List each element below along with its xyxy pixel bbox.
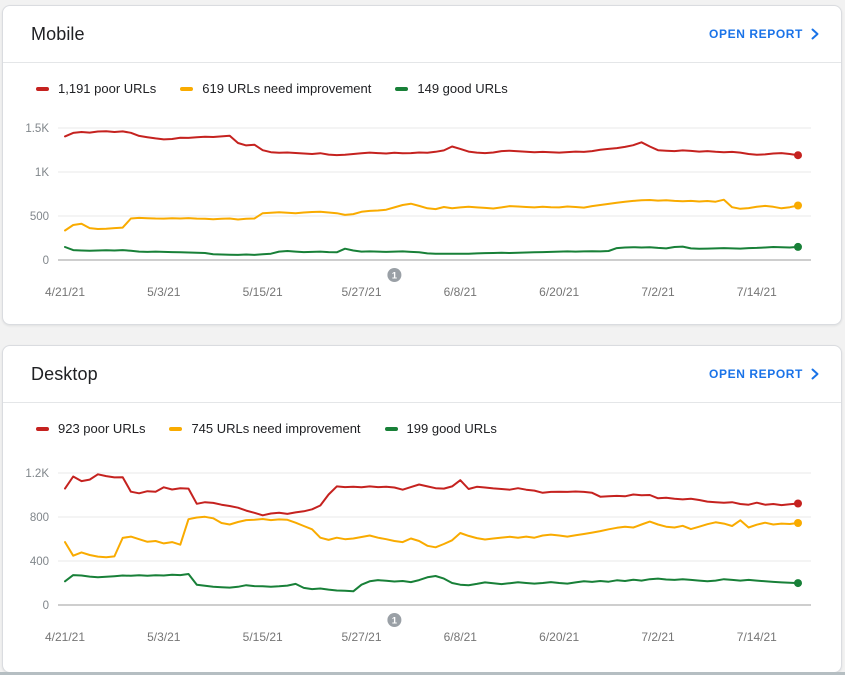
x-tick-label: 5/3/21	[147, 285, 181, 299]
legend-item-poor[interactable]: 923 poor URLs	[36, 421, 145, 436]
legend-item-needs_improvement[interactable]: 619 URLs need improvement	[180, 81, 371, 96]
x-tick-label: 5/3/21	[147, 630, 181, 644]
card-title-desktop: Desktop	[31, 363, 98, 384]
open-report-label: OPEN REPORT	[709, 367, 803, 381]
legend-label: 199 good URLs	[406, 421, 497, 436]
x-tick-label: 5/15/21	[243, 285, 283, 299]
x-tick-label: 4/21/21	[45, 285, 85, 299]
legend-item-good[interactable]: 149 good URLs	[395, 81, 508, 96]
needs_improvement-dash-icon	[180, 86, 194, 91]
mobile-chart[interactable]: 1.5K 1K 500 0 4/21/21 5/3/21 5/15/21 5/27/21 6/8…	[3, 106, 842, 316]
needs_improvement-line	[64, 198, 799, 232]
poor-line	[64, 473, 799, 517]
poor-endpoint-dot	[794, 151, 802, 160]
legend-label: 923 poor URLs	[58, 421, 146, 436]
good-dash-icon	[395, 86, 409, 91]
legend-item-needs_improvement[interactable]: 745 URLs need improvement	[169, 421, 361, 436]
poor-line	[64, 130, 799, 157]
x-tick-label: 7/14/21	[737, 630, 777, 644]
legend-mobile: 1,191 poor URLs 619 URLs need improvement…	[3, 81, 841, 96]
open-report-label: OPEN REPORT	[709, 27, 803, 41]
y-tick-label: 0	[43, 255, 49, 267]
x-tick-label: 4/21/21	[45, 630, 85, 644]
svg-text:1: 1	[392, 616, 398, 627]
poor-dash-icon	[36, 86, 49, 91]
chart-canvas[interactable]: 1.5K 1K 500 0 4/21/21 5/3/21 5/15/21 5/27/21 6/8…	[3, 106, 842, 316]
desktop-card: Desktop OPEN REPORT 923 poor URLs 745 URL…	[2, 345, 842, 673]
x-tick-label: 5/27/21	[341, 285, 381, 299]
x-tick-label: 6/20/21	[539, 285, 579, 299]
good-line	[64, 245, 799, 256]
legend-label: 745 URLs need improvement	[191, 421, 361, 436]
legend-label: 149 good URLs	[417, 81, 508, 96]
desktop-card-header: Desktop OPEN REPORT	[3, 346, 841, 403]
legend-item-poor[interactable]: 1,191 poor URLs	[36, 81, 156, 96]
x-tick-label: 6/8/21	[444, 630, 478, 644]
legend-label: 1,191 poor URLs	[58, 81, 157, 96]
needs_improvement-dash-icon	[169, 426, 183, 431]
poor-endpoint-dot	[794, 499, 802, 508]
screenshot-bottom-edge	[0, 672, 845, 675]
x-tick-label: 7/14/21	[737, 285, 777, 299]
good-dash-icon	[384, 426, 398, 431]
y-tick-label: 800	[30, 512, 49, 524]
annotation-marker[interactable]: 1	[387, 613, 402, 627]
needs_improvement-endpoint-dot	[794, 201, 802, 210]
y-tick-label: 0	[43, 600, 49, 612]
x-tick-label: 6/20/21	[539, 630, 579, 644]
needs_improvement-line	[64, 515, 799, 559]
chevron-right-icon	[811, 28, 819, 40]
legend-item-good[interactable]: 199 good URLs	[384, 421, 497, 436]
x-tick-label: 5/15/21	[243, 630, 283, 644]
x-tick-label: 6/8/21	[444, 285, 478, 299]
mobile-card: Mobile OPEN REPORT 1,191 poor URLs 619 UR…	[2, 5, 842, 325]
legend-desktop: 923 poor URLs 745 URLs need improvement 19…	[3, 421, 841, 436]
svg-text:1: 1	[392, 271, 398, 282]
needs_improvement-endpoint-dot	[794, 519, 802, 527]
x-tick-label: 5/27/21	[341, 630, 381, 644]
chevron-right-icon	[811, 368, 819, 380]
y-tick-label: 1K	[35, 167, 49, 179]
desktop-chart[interactable]: 1.2K 800 400 0 4/21/21 5/3/21 5/15/21 5/27/21 6/…	[3, 451, 842, 661]
x-tick-label: 7/2/21	[641, 630, 675, 644]
mobile-card-header: Mobile OPEN REPORT	[3, 6, 841, 63]
good-endpoint-dot	[794, 579, 802, 588]
y-tick-label: 400	[30, 556, 49, 568]
y-tick-label: 500	[30, 211, 49, 223]
legend-label: 619 URLs need improvement	[202, 81, 372, 96]
good-endpoint-dot	[794, 242, 802, 251]
y-tick-label: 1.2K	[25, 468, 49, 480]
poor-dash-icon	[36, 426, 49, 431]
annotation-marker[interactable]: 1	[387, 268, 402, 282]
x-tick-label: 7/2/21	[641, 285, 675, 299]
open-report-link-mobile[interactable]: OPEN REPORT	[709, 27, 819, 41]
open-report-link-desktop[interactable]: OPEN REPORT	[709, 367, 819, 381]
chart-canvas[interactable]: 1.2K 800 400 0 4/21/21 5/3/21 5/15/21 5/27/21 6/…	[3, 451, 842, 661]
card-title-mobile: Mobile	[31, 23, 85, 44]
y-tick-label: 1.5K	[25, 123, 49, 135]
good-line	[64, 573, 799, 593]
